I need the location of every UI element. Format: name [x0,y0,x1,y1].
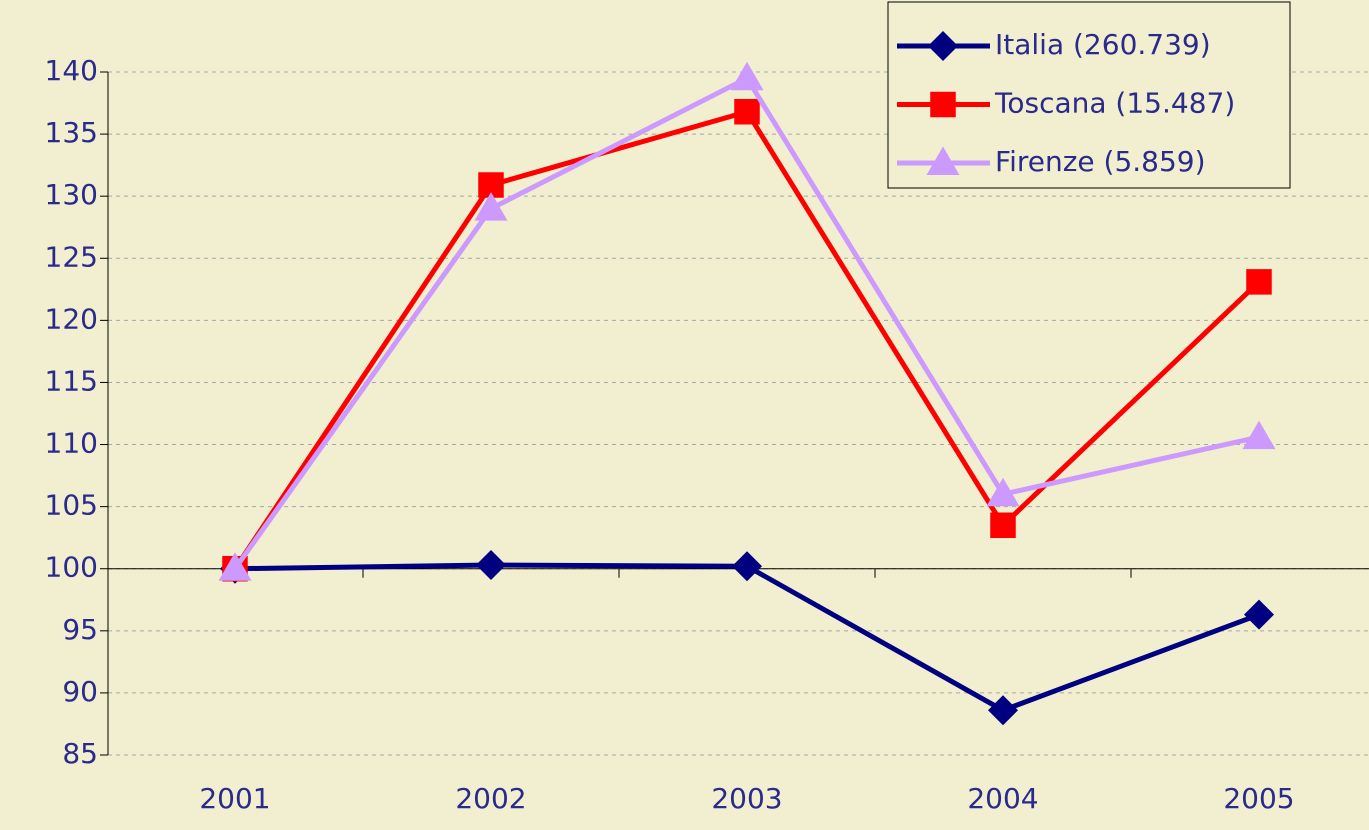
y-tick-label: 125 [45,240,98,273]
legend-label: Toscana (15.487) [994,87,1235,120]
legend: Italia (260.739) Toscana (15.487) Firenze … [887,1,1291,189]
x-tick-label: 2004 [967,782,1038,815]
legend-marker [928,31,958,61]
y-tick-label: 110 [45,427,98,460]
marker [1242,420,1276,450]
x-tick-label: 2002 [455,782,526,815]
marker [988,695,1018,726]
marker [730,61,764,91]
marker [734,98,760,125]
x-tick-label: 2005 [1223,782,1294,815]
marker [990,512,1016,539]
y-tick-label: 105 [45,489,98,522]
x-tick-label: 2003 [711,782,782,815]
y-tick-label: 100 [45,551,98,584]
y-tick-label: 130 [45,178,98,211]
y-tick-label: 140 [45,54,98,87]
legend-marker [926,146,960,175]
series-line [234,562,1260,713]
legend-label: Italia (260.739) [995,28,1211,61]
x-tick-label: 2001 [199,782,270,815]
marker [476,550,506,581]
y-tick-label: 85 [62,737,98,770]
marker [474,192,508,221]
y-tick-label: 120 [45,302,98,335]
y-tick-label: 90 [62,675,98,708]
legend-label: Firenze (5.859) [995,145,1206,178]
marker [986,477,1020,507]
marker [1246,269,1272,295]
y-tick-label: 115 [45,364,98,397]
legend-marker [930,91,956,118]
y-tick-label: 95 [62,613,98,646]
marker [732,551,762,582]
y-tick-label: 135 [45,116,98,149]
marker [218,552,252,581]
marker [1244,599,1274,630]
